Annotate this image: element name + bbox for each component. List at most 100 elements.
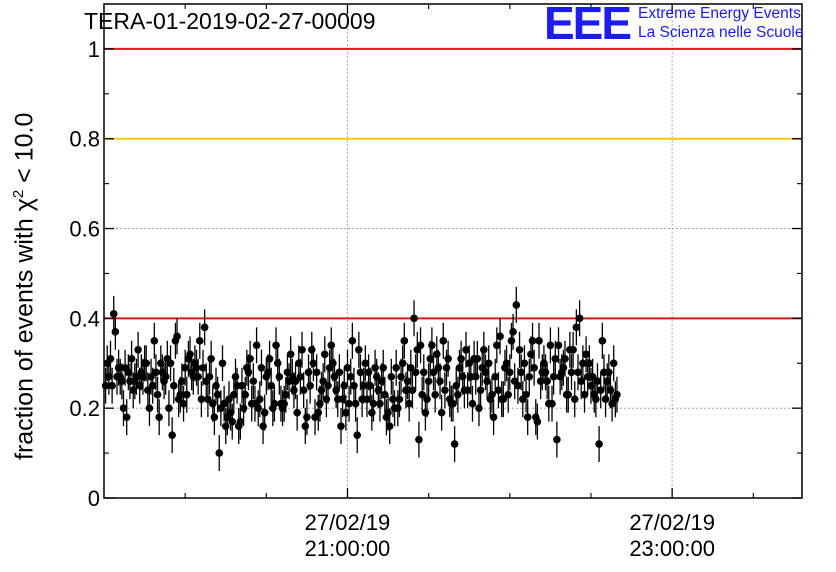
data-point xyxy=(528,337,537,345)
data-point xyxy=(405,399,413,408)
data-point xyxy=(220,399,228,408)
data-point xyxy=(473,354,482,363)
data-point xyxy=(569,346,577,354)
data-point xyxy=(329,359,337,368)
data-point xyxy=(496,332,504,341)
y-tick-labels: 0 0.2 0.4 0.6 0.8 1 xyxy=(69,37,100,511)
data-point xyxy=(195,337,204,345)
data-point xyxy=(606,386,615,395)
data-point xyxy=(595,440,603,448)
data-point xyxy=(575,314,584,323)
data-point xyxy=(356,368,365,377)
data-point xyxy=(359,381,368,390)
y-tick-label: 1 xyxy=(88,37,100,62)
data-point xyxy=(515,346,524,354)
y-axis-label-tail: < 10.0 xyxy=(10,112,39,190)
data-point xyxy=(546,341,555,350)
logo-line-1: Extreme Energy Events xyxy=(638,5,801,22)
data-point xyxy=(567,368,576,377)
data-point xyxy=(122,413,131,421)
data-point xyxy=(108,381,116,390)
x-tick-label-date: 27/02/19 xyxy=(305,510,391,535)
data-point xyxy=(350,381,358,390)
data-point xyxy=(605,368,613,377)
data-point xyxy=(439,337,448,345)
data-point xyxy=(520,359,529,368)
data-point xyxy=(506,368,514,377)
data-point xyxy=(549,372,558,381)
data-point xyxy=(327,341,336,350)
data-point xyxy=(148,381,157,390)
data-point xyxy=(293,408,301,417)
data-point xyxy=(267,381,275,390)
data-point xyxy=(421,408,430,417)
data-point xyxy=(168,431,176,439)
data-point xyxy=(322,395,331,404)
data-point xyxy=(134,346,142,354)
data-point xyxy=(530,363,538,372)
data-point xyxy=(200,323,209,332)
data-point xyxy=(218,359,227,368)
data-point xyxy=(512,301,521,309)
data-point xyxy=(260,408,269,417)
data-point xyxy=(579,359,587,368)
y-tick-label: 0.6 xyxy=(69,217,100,242)
data-point xyxy=(348,337,357,345)
data-point xyxy=(244,368,253,377)
data-point xyxy=(468,399,477,408)
y-axis-label-main: fraction of events with χ xyxy=(10,198,39,460)
data-point xyxy=(476,386,485,395)
data-point xyxy=(346,372,355,381)
data-point xyxy=(270,399,279,408)
data-point xyxy=(291,377,300,386)
data-point xyxy=(416,341,425,350)
data-point xyxy=(572,323,581,332)
data-point xyxy=(507,337,516,345)
data-point xyxy=(514,381,522,390)
data-point xyxy=(257,363,266,372)
data-point xyxy=(494,386,503,395)
data-point xyxy=(398,359,407,368)
data-point xyxy=(428,341,436,350)
data-point xyxy=(418,390,426,399)
plot-area xyxy=(104,4,802,498)
data-point xyxy=(204,395,212,404)
data-point xyxy=(535,337,543,345)
data-point xyxy=(442,363,451,372)
data-point xyxy=(282,390,290,399)
data-point xyxy=(109,310,118,318)
data-point xyxy=(273,359,282,368)
data-point xyxy=(170,381,178,390)
data-point xyxy=(197,395,206,404)
data-point xyxy=(541,368,550,377)
data-point xyxy=(582,350,590,359)
data-point xyxy=(210,413,219,421)
data-point xyxy=(493,341,501,350)
data-point xyxy=(410,314,418,323)
x-tick-label-time: 21:00:00 xyxy=(305,536,391,561)
data-point xyxy=(548,399,556,408)
data-point xyxy=(484,359,493,368)
data-point xyxy=(613,390,621,399)
data-point xyxy=(580,390,589,399)
data-point xyxy=(471,372,480,381)
data-point xyxy=(179,399,188,408)
data-point xyxy=(454,390,462,399)
y-tick-label: 0 xyxy=(88,486,100,511)
data-point xyxy=(319,377,327,386)
data-point xyxy=(246,354,254,363)
data-point xyxy=(351,399,360,408)
data-point xyxy=(150,337,159,345)
data-point xyxy=(236,417,245,426)
data-point xyxy=(400,337,409,345)
data-point xyxy=(543,377,551,386)
data-point xyxy=(361,359,370,368)
data-point xyxy=(533,417,542,426)
data-point xyxy=(609,359,618,368)
data-point xyxy=(199,363,207,372)
data-point xyxy=(335,368,344,377)
data-point xyxy=(554,341,563,350)
run-title: TERA-01-2019-02-27-00009 xyxy=(84,8,376,34)
data-point xyxy=(450,440,459,448)
